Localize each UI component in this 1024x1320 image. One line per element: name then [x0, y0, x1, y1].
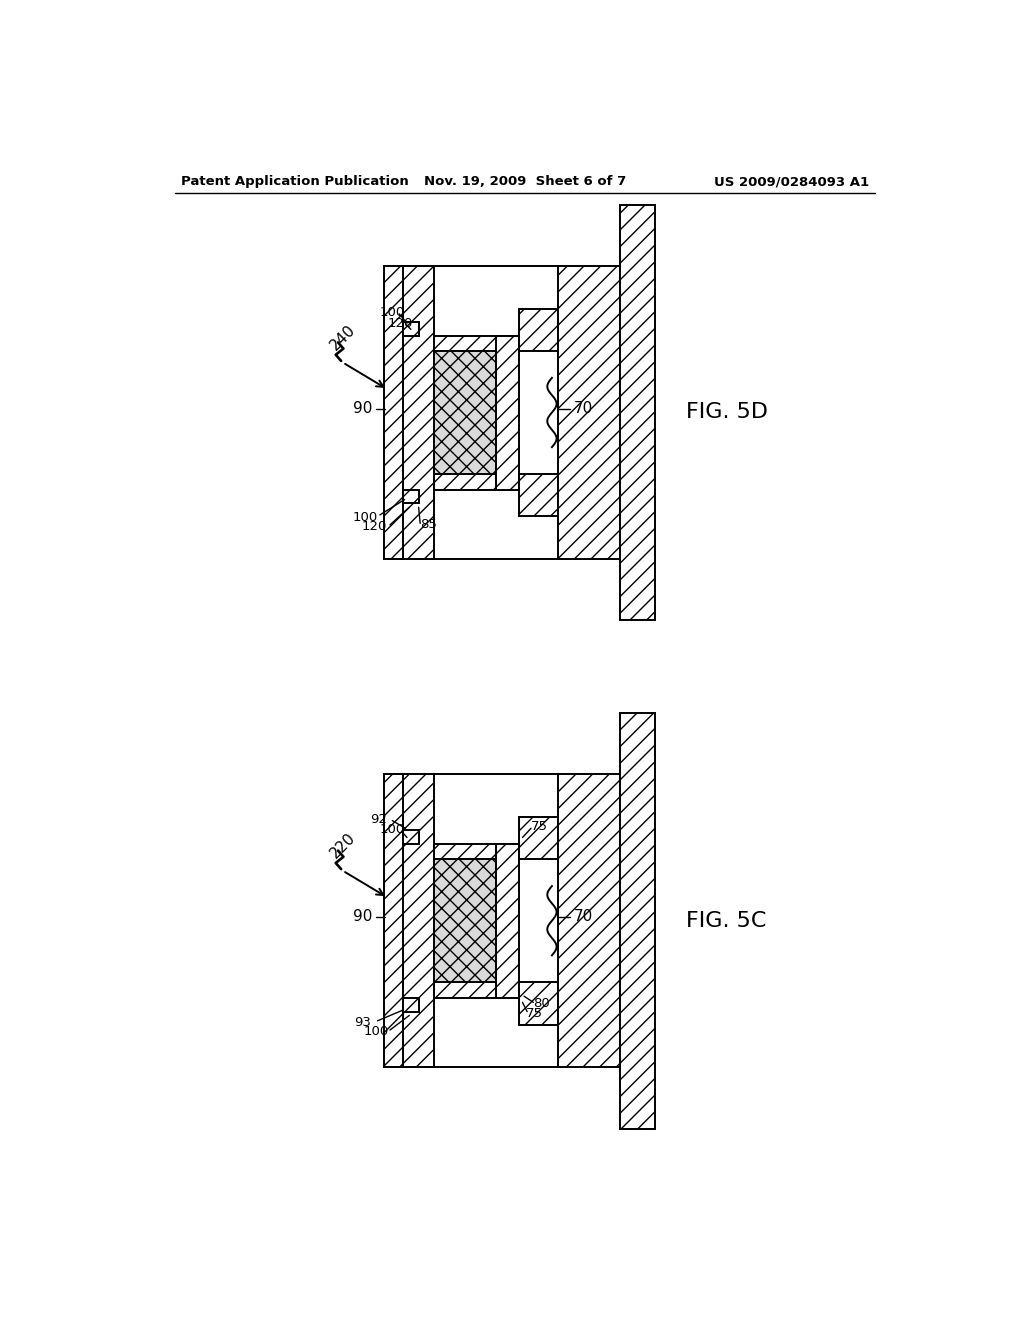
Text: 100: 100: [380, 824, 406, 837]
Bar: [519, 817, 558, 859]
Text: 92: 92: [371, 813, 387, 825]
Bar: [519, 309, 558, 351]
Text: 75: 75: [531, 820, 548, 833]
Bar: [621, 205, 655, 620]
Text: 100: 100: [380, 306, 406, 319]
Bar: [403, 775, 434, 1067]
Bar: [403, 998, 419, 1011]
Text: FIG. 5D: FIG. 5D: [686, 403, 768, 422]
Bar: [403, 490, 419, 503]
Bar: [434, 859, 496, 982]
Bar: [558, 775, 621, 1067]
Bar: [519, 474, 558, 516]
Bar: [621, 713, 655, 1129]
Text: FIG. 5C: FIG. 5C: [686, 911, 766, 931]
Text: 70: 70: [573, 909, 593, 924]
Bar: [496, 335, 519, 490]
Bar: [403, 322, 419, 335]
Bar: [384, 775, 403, 1067]
Text: US 2009/0284093 A1: US 2009/0284093 A1: [714, 176, 869, 187]
Bar: [519, 982, 558, 1024]
Text: 120: 120: [388, 317, 413, 330]
Text: 85: 85: [420, 519, 437, 532]
Text: 90: 90: [352, 401, 372, 416]
Text: 90: 90: [352, 909, 372, 924]
Text: Patent Application Publication: Patent Application Publication: [180, 176, 409, 187]
Text: 240: 240: [328, 322, 358, 354]
Text: 80: 80: [534, 998, 550, 1010]
Text: 100: 100: [364, 1026, 389, 1038]
Bar: [384, 267, 403, 558]
Text: 120: 120: [362, 520, 387, 533]
Text: 93: 93: [354, 1016, 371, 1028]
Text: 75: 75: [525, 1007, 543, 1019]
Bar: [403, 843, 519, 859]
Bar: [403, 335, 519, 351]
Bar: [558, 267, 621, 558]
Text: 220: 220: [328, 830, 358, 862]
Text: 70: 70: [573, 401, 593, 416]
Bar: [403, 982, 519, 998]
Bar: [434, 351, 496, 474]
Bar: [403, 474, 519, 490]
Text: 100: 100: [352, 511, 378, 524]
Bar: [403, 267, 434, 558]
Bar: [496, 843, 519, 998]
Text: Nov. 19, 2009  Sheet 6 of 7: Nov. 19, 2009 Sheet 6 of 7: [424, 176, 626, 187]
Bar: [403, 830, 419, 843]
